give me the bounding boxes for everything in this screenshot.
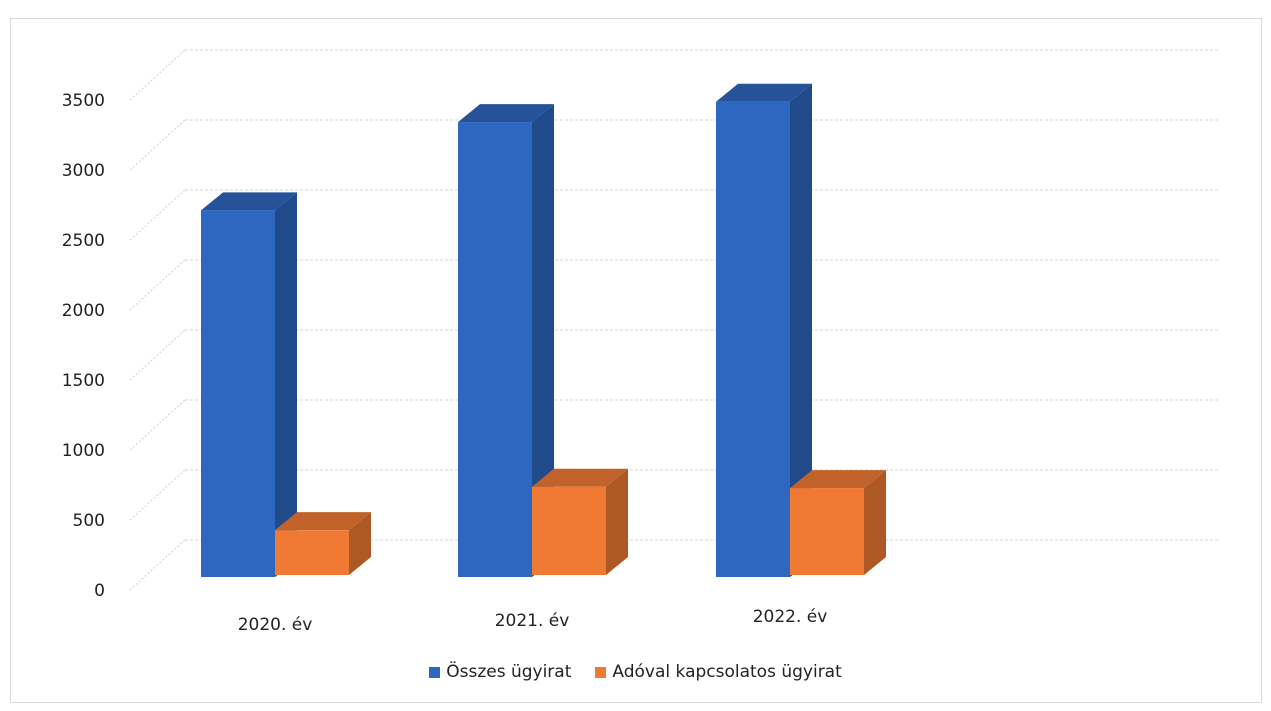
legend-swatch <box>429 666 441 678</box>
x-category-label: 2022. év <box>753 607 828 627</box>
legend-label: Összes ügyirat <box>446 662 572 682</box>
bar-osszes-1 <box>458 104 554 577</box>
gridline-diagonal <box>129 49 186 101</box>
bar-side <box>864 470 886 575</box>
gridline-diagonal <box>129 189 186 241</box>
bar-front <box>275 530 349 575</box>
y-tick-label: 1000 <box>62 441 105 461</box>
bar-osszes-2 <box>716 83 812 577</box>
x-category-label: 2021. év <box>495 611 570 631</box>
bar-side <box>349 512 371 575</box>
y-axis-ticks: 0 500 1000 1500 2000 2500 3000 3500 <box>62 91 105 601</box>
bar-front <box>458 122 532 577</box>
bar-front <box>201 210 275 577</box>
bar-top <box>716 83 812 102</box>
x-axis-labels: 2020. év 2021. év 2022. év <box>238 607 828 635</box>
gridline-diagonal <box>129 329 186 381</box>
bar-side <box>790 83 812 577</box>
bar-adoval-1 <box>532 468 628 575</box>
bar-top <box>532 468 628 487</box>
y-tick-label: 500 <box>73 511 105 531</box>
gridline-diagonal <box>129 469 186 521</box>
y-tick-label: 0 <box>94 581 105 601</box>
x-category-label: 2020. év <box>238 615 313 635</box>
legend: Összes ügyirat Adóval kapcsolatos ügyirat <box>0 662 1271 682</box>
gridline-diagonal <box>129 119 186 171</box>
legend-label: Adóval kapcsolatos ügyirat <box>612 662 842 682</box>
y-tick-label: 1500 <box>62 371 105 391</box>
bar-front <box>790 488 864 575</box>
bar-top <box>458 104 554 123</box>
bar-top <box>790 470 886 489</box>
bar-side <box>606 468 628 575</box>
bar-adoval-0 <box>275 512 371 575</box>
gridline-diagonal <box>129 539 186 591</box>
legend-item: Összes ügyirat <box>429 662 571 682</box>
bar-adoval-2 <box>790 470 886 575</box>
legend-swatch <box>595 666 607 678</box>
legend-item: Adóval kapcsolatos ügyirat <box>595 662 842 682</box>
y-tick-label: 2000 <box>62 301 105 321</box>
bar-side <box>275 192 297 577</box>
gridline-diagonal <box>129 259 186 311</box>
bar-front <box>716 101 790 577</box>
gridline-diagonal <box>129 399 186 451</box>
bar-top <box>201 192 297 211</box>
bar-top <box>275 512 371 531</box>
bar-front <box>532 486 606 575</box>
bar-osszes-0 <box>201 192 297 577</box>
bar-side <box>532 104 554 577</box>
y-tick-label: 3000 <box>62 161 105 181</box>
y-tick-label: 3500 <box>62 91 105 111</box>
bars <box>201 83 886 577</box>
y-tick-label: 2500 <box>62 231 105 251</box>
